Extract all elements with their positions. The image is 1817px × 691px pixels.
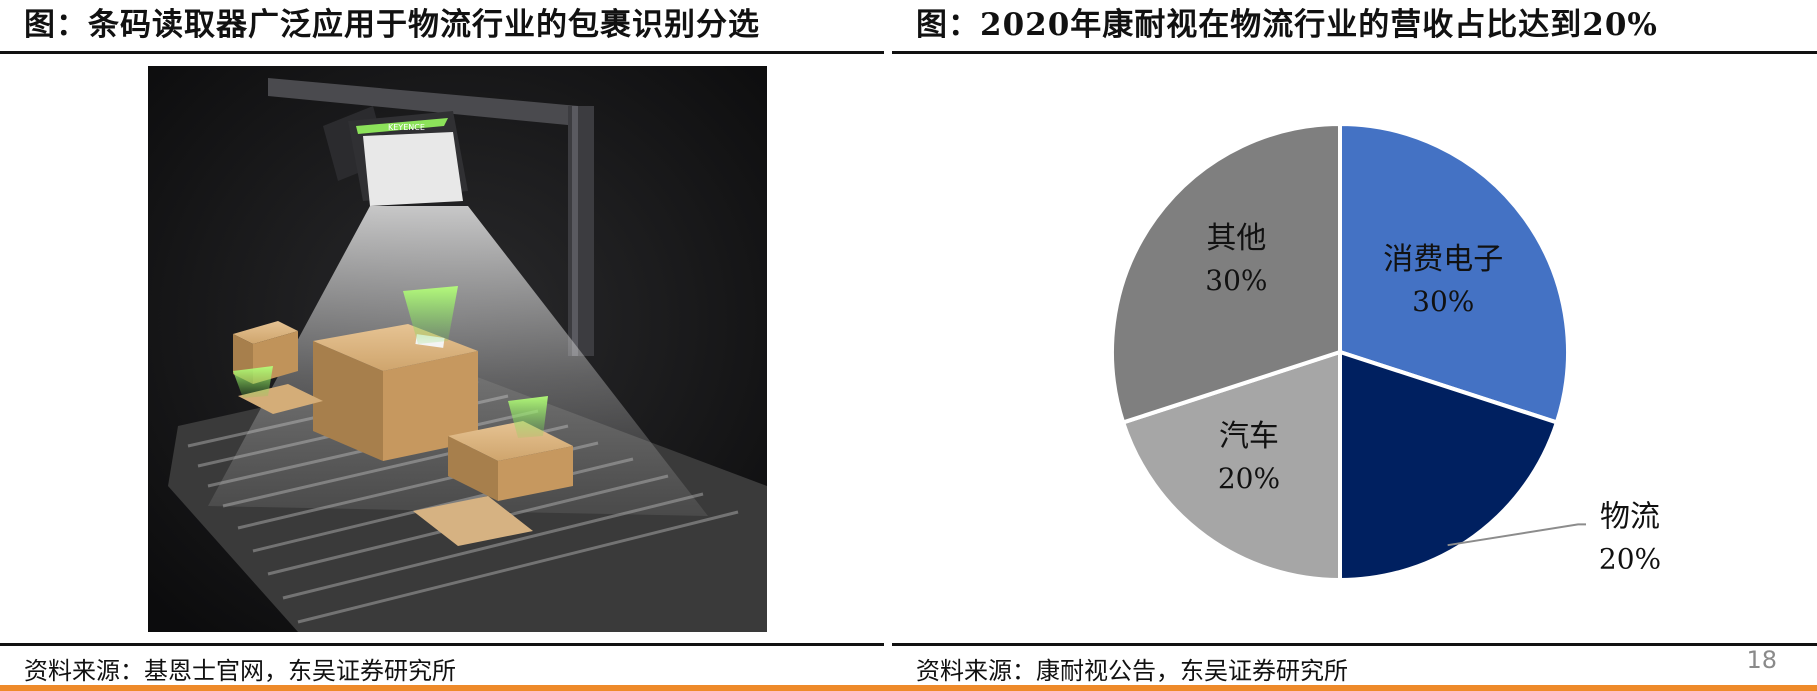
pie-label-其他: 其他 [1206,221,1266,256]
pie-slice-2 [1120,349,1342,583]
page-number: 18 [1746,646,1777,674]
left-title-rule [0,51,884,54]
pie-slice-1 [1338,349,1560,583]
pie-slice-3 [1110,121,1342,425]
pie-value-其他: 30% [1205,264,1267,297]
left-bottom-rule [0,643,884,646]
left-source-note: 资料来源：基恩士官网，东吴证券研究所 [24,657,456,685]
scanner-brand-label: KEYENCE [388,123,425,132]
revenue-share-pie-chart: 消费电子 30% 物流 20% 汽车 20% 其他 30% [1110,121,1661,583]
right-figure-title: 图：2020年康耐视在物流行业的营收占比达到20% [916,7,1658,43]
pie-value-消费电子: 30% [1412,285,1474,318]
pie-slice-0 [1338,121,1570,425]
right-title-rule [892,51,1817,54]
right-bottom-rule [892,643,1817,646]
pie-value-物流: 20% [1599,542,1661,575]
pie-label-物流: 物流 [1600,499,1660,534]
footer-accent-bar [0,685,1817,691]
right-source-note: 资料来源：康耐视公告，东吴证券研究所 [916,657,1348,685]
left-panel: 图：条码读取器广泛应用于物流行业的包裹识别分选 [0,0,884,691]
pie-label-消费电子: 消费电子 [1383,242,1503,277]
left-figure-title: 图：条码读取器广泛应用于物流行业的包裹识别分选 [24,7,760,43]
barcode-reader-photo: KEYENCE [148,66,767,632]
pie-value-汽车: 20% [1218,462,1280,495]
right-panel: 图：2020年康耐视在物流行业的营收占比达到20% 消费电子 30% 物流 20% 汽车… [892,0,1817,691]
pie-leader-line-1 [1447,523,1586,547]
pie-label-汽车: 汽车 [1219,419,1279,454]
